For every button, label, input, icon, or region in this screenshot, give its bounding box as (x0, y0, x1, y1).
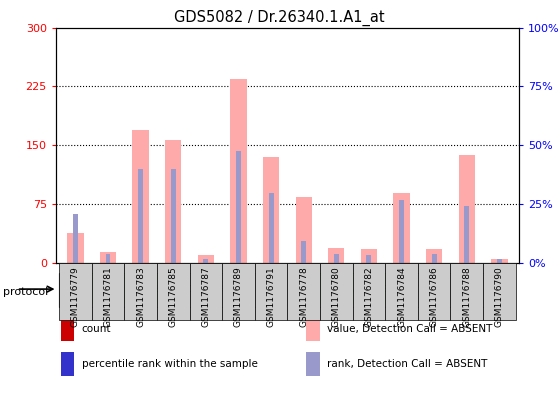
Bar (399, 200, 404, 263)
Bar (190, 263, 222, 320)
Text: rank, Detection Call = ABSENT: rank, Detection Call = ABSENT (328, 359, 488, 369)
Bar (132, 130, 149, 263)
Text: GSM1176780: GSM1176780 (332, 266, 341, 327)
Bar (230, 79, 247, 263)
Text: GSM1176785: GSM1176785 (169, 266, 177, 327)
Text: GSM1176782: GSM1176782 (364, 266, 373, 327)
Text: GSM1176789: GSM1176789 (234, 266, 243, 327)
Bar (459, 155, 475, 263)
Bar (61, 352, 74, 376)
Bar (124, 263, 157, 320)
Bar (306, 352, 320, 376)
Bar (418, 263, 450, 320)
Text: GSM1176781: GSM1176781 (103, 266, 113, 327)
Bar (361, 249, 377, 263)
Text: 100 mM ethanol treated: 100 mM ethanol treated (101, 282, 244, 295)
Bar (320, 263, 353, 320)
Bar (491, 259, 508, 263)
Bar (203, 259, 208, 263)
Text: count: count (82, 324, 112, 334)
Bar (432, 254, 436, 263)
Bar (296, 196, 312, 263)
Text: protocol: protocol (3, 286, 48, 297)
Bar (497, 259, 502, 263)
Text: GSM1176791: GSM1176791 (267, 266, 276, 327)
Bar (171, 169, 176, 263)
Bar (464, 206, 469, 263)
Bar (328, 248, 344, 263)
Bar (165, 140, 181, 263)
Text: GSM1176790: GSM1176790 (495, 266, 504, 327)
Bar (222, 263, 255, 320)
Bar (385, 263, 418, 320)
Bar (67, 233, 84, 263)
Bar (73, 214, 78, 263)
Bar (301, 241, 306, 263)
Text: GSM1176786: GSM1176786 (430, 266, 439, 327)
Bar (353, 263, 385, 320)
Bar (157, 263, 190, 320)
Text: GSM1176779: GSM1176779 (71, 266, 80, 327)
Bar (306, 318, 320, 341)
Bar (255, 263, 287, 320)
Bar (450, 263, 483, 320)
Bar (59, 263, 92, 320)
Text: GSM1176788: GSM1176788 (462, 266, 472, 327)
Bar (426, 249, 442, 263)
Text: GSM1176787: GSM1176787 (201, 266, 210, 327)
Bar (92, 263, 124, 320)
Text: percentile rank within the sample: percentile rank within the sample (82, 359, 258, 369)
Bar (61, 318, 74, 341)
Bar (105, 254, 110, 263)
Bar (263, 157, 279, 263)
Bar (100, 252, 116, 263)
Text: GSM1176778: GSM1176778 (299, 266, 308, 327)
Text: GSM1176783: GSM1176783 (136, 266, 145, 327)
FancyBboxPatch shape (59, 273, 286, 307)
Bar (236, 151, 241, 263)
Bar (334, 254, 339, 263)
Bar (367, 255, 372, 263)
Bar (138, 169, 143, 263)
Text: GSM1176784: GSM1176784 (397, 266, 406, 327)
Text: GDS5082 / Dr.26340.1.A1_at: GDS5082 / Dr.26340.1.A1_at (174, 10, 384, 26)
Bar (268, 193, 273, 263)
FancyBboxPatch shape (288, 273, 514, 307)
Bar (393, 193, 410, 263)
Bar (483, 263, 516, 320)
Text: value, Detection Call = ABSENT: value, Detection Call = ABSENT (328, 324, 493, 334)
Bar (198, 255, 214, 263)
Text: untreated control: untreated control (350, 282, 454, 295)
Bar (287, 263, 320, 320)
